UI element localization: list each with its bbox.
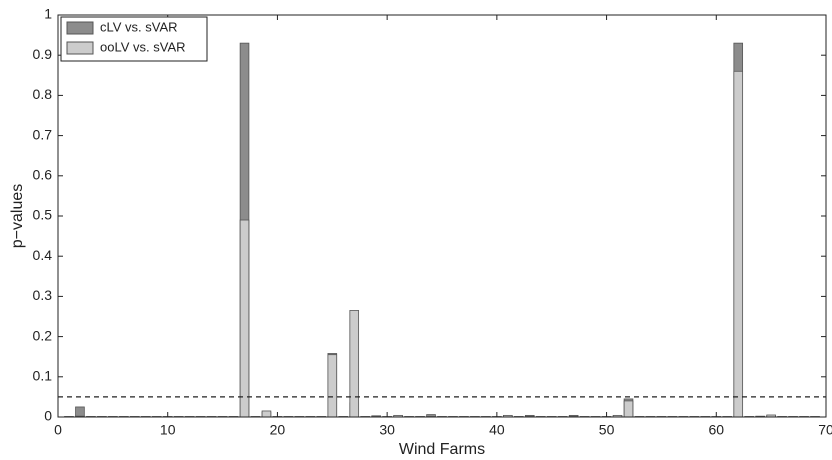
x-axis-label: Wind Farms <box>399 441 485 458</box>
x-tick-label: 20 <box>270 422 286 438</box>
plot-frame <box>57 14 827 418</box>
x-tick-label: 40 <box>489 422 505 438</box>
y-tick-label: 0.8 <box>33 86 53 102</box>
x-tick-label: 30 <box>379 422 395 438</box>
y-tick-label: 0.4 <box>33 247 53 263</box>
y-tick-label: 0.1 <box>33 368 53 384</box>
legend-swatch <box>66 21 94 35</box>
y-tick-label: 0.6 <box>33 167 53 183</box>
y-tick-label: 0.9 <box>33 46 53 62</box>
bar <box>261 410 272 418</box>
y-tick-label: 0 <box>44 408 52 424</box>
x-tick-label: 50 <box>599 422 615 438</box>
bar <box>327 354 338 418</box>
bar <box>239 219 250 418</box>
y-tick-label: 0.7 <box>33 126 53 142</box>
bar <box>623 400 634 418</box>
bar <box>75 406 85 418</box>
x-tick-label: 70 <box>818 422 832 438</box>
legend-label: ooLV vs. sVAR <box>100 39 186 54</box>
y-tick-label: 0.2 <box>33 327 53 343</box>
legend-label: cLV vs. sVAR <box>100 19 178 34</box>
bar <box>733 70 744 418</box>
legend-swatch <box>66 41 94 55</box>
bar <box>349 310 360 418</box>
y-tick-label: 0.5 <box>33 207 53 223</box>
y-tick-label: 1 <box>44 6 52 22</box>
x-tick-label: 60 <box>708 422 724 438</box>
x-tick-label: 0 <box>54 422 62 438</box>
y-tick-label: 0.3 <box>33 287 53 303</box>
y-axis-label: p−values <box>9 184 26 249</box>
x-tick-label: 10 <box>160 422 176 438</box>
